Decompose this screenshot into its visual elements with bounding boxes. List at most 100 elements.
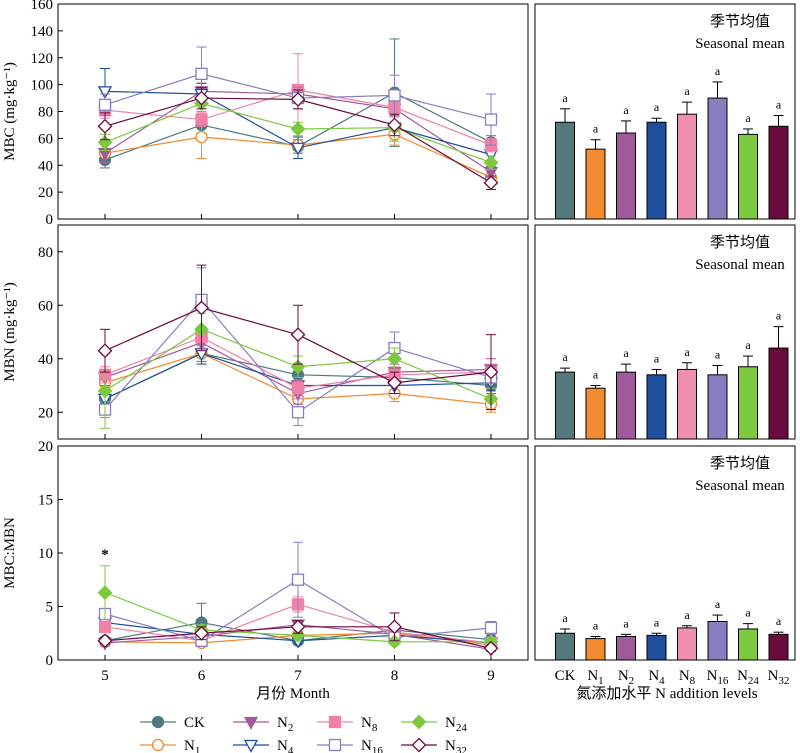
bar-group: a xyxy=(707,347,728,440)
legend-label: N24 xyxy=(445,715,467,734)
data-point xyxy=(387,351,402,367)
data-point xyxy=(291,382,305,395)
data-point xyxy=(291,406,305,419)
bar xyxy=(707,620,728,661)
data-point xyxy=(387,634,402,650)
data-point xyxy=(290,359,306,375)
bar xyxy=(677,113,697,220)
legend-item: N1 xyxy=(140,738,200,753)
legend-label: N4 xyxy=(277,738,294,753)
data-point xyxy=(195,113,208,126)
bar xyxy=(616,132,636,220)
bar-group: a xyxy=(768,614,789,661)
bar-group: a xyxy=(555,91,575,220)
legend-marker xyxy=(328,738,342,752)
bar-group: a xyxy=(768,98,789,220)
data-point xyxy=(194,625,209,641)
legend-marker xyxy=(243,716,259,730)
bar-group: a xyxy=(707,597,728,661)
significance-star: * xyxy=(101,547,109,563)
data-point xyxy=(483,175,499,191)
data-point xyxy=(291,573,305,586)
panel-row-3: 0 5 10 15 20 MBC:MBN * 季节均值 Seasonal mean a a a a a a a… xyxy=(2,439,796,669)
data-point xyxy=(97,633,113,649)
bar xyxy=(707,374,728,440)
x-axis-title-n-levels: 氮添加水平 N addition levels xyxy=(576,685,757,702)
bar xyxy=(768,125,789,220)
legend-marker xyxy=(151,715,165,729)
bar xyxy=(585,638,606,661)
bar-category-label: CK xyxy=(555,668,576,684)
significance-letter: a xyxy=(562,91,568,105)
bar-group: a xyxy=(677,84,697,220)
y-tick-label: 80 xyxy=(38,245,53,261)
y-axis-title: MBC (mg·kg⁻¹) xyxy=(2,62,18,161)
bar-category-label: N24 xyxy=(737,668,759,687)
significance-letter: a xyxy=(593,618,599,632)
y-tick-label: 0 xyxy=(46,653,54,669)
bar xyxy=(646,374,667,440)
y-tick-label: 160 xyxy=(31,0,54,13)
legend-marker xyxy=(328,715,342,729)
panel-label-en: Seasonal mean xyxy=(695,257,785,273)
significance-letter: a xyxy=(654,100,660,114)
bar xyxy=(768,347,789,440)
significance-letter: a xyxy=(776,309,782,323)
bar-category-label: N8 xyxy=(679,668,696,687)
data-point xyxy=(195,130,208,144)
x-tick-label: 5 xyxy=(101,668,109,684)
bar-group: a xyxy=(646,100,667,220)
bar-group: a xyxy=(646,615,667,661)
panel-row-2: 20 40 60 80 MBN (mg·kg⁻¹) 季节均值 Seasonal mean a a… xyxy=(2,224,796,440)
bar xyxy=(555,632,575,661)
legend-marker xyxy=(411,714,427,730)
x-tick-label: 7 xyxy=(294,668,302,684)
data-point xyxy=(483,640,499,656)
significance-letter: a xyxy=(745,338,751,352)
legend-label: N16 xyxy=(361,738,383,753)
bar xyxy=(646,634,667,661)
bar xyxy=(738,628,758,661)
bar-group: a xyxy=(738,111,758,220)
bar xyxy=(555,371,575,440)
bar xyxy=(585,387,606,440)
bar xyxy=(616,635,636,661)
y-tick-label: 0 xyxy=(46,212,54,228)
x-axis-title-month: 月份 Month xyxy=(256,685,330,702)
bar-category-label: N16 xyxy=(707,668,729,687)
legend-label: N1 xyxy=(184,738,200,753)
legend-label: CK xyxy=(184,715,205,731)
x-tick-label: 9 xyxy=(487,668,495,684)
series-8 xyxy=(97,86,499,191)
y-tick-label: 20 xyxy=(38,439,53,455)
significance-letter: a xyxy=(593,122,599,136)
significance-letter: a xyxy=(593,368,599,382)
data-point xyxy=(98,98,112,111)
y-tick-label: 120 xyxy=(31,51,54,67)
panel-label-cn: 季节均值 xyxy=(710,234,770,251)
series-7 xyxy=(97,94,499,170)
data-point xyxy=(387,375,402,391)
data-point xyxy=(290,619,306,635)
bar-group: a xyxy=(738,606,758,661)
bar-group: a xyxy=(585,122,606,220)
bar-group: a xyxy=(768,309,789,440)
legend-item: CK xyxy=(140,715,205,731)
series-8 xyxy=(97,612,499,656)
bar xyxy=(585,148,606,220)
data-point xyxy=(388,89,401,102)
data-point xyxy=(387,619,402,635)
bar-group: a xyxy=(677,345,697,440)
significance-letter: a xyxy=(715,597,721,611)
data-point xyxy=(484,621,498,635)
data-point xyxy=(98,620,112,633)
bar xyxy=(555,121,575,220)
bar-group: a xyxy=(585,368,606,440)
significance-letter: a xyxy=(562,611,568,625)
y-tick-label: 80 xyxy=(38,105,53,121)
y-tick-label: 40 xyxy=(38,158,53,174)
significance-letter: a xyxy=(654,615,660,629)
bar-group: a xyxy=(707,64,728,220)
bar xyxy=(768,633,789,661)
